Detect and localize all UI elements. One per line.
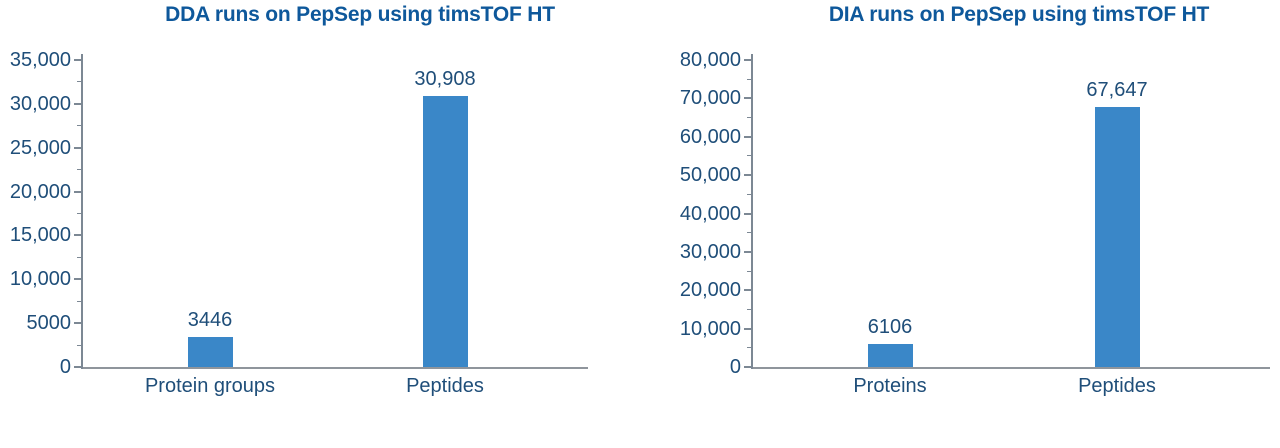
y-axis-major-tick	[744, 327, 751, 330]
y-axis-tick-label: 20,000	[679, 279, 741, 302]
bar-peptides	[422, 95, 468, 367]
x-axis-category-label-peptides: Peptides	[406, 375, 484, 397]
y-axis-minor-tick	[77, 125, 81, 127]
x-axis-category-label-proteins: Proteins	[853, 375, 927, 397]
y-axis-tick-label: 15,000	[9, 224, 71, 247]
y-axis-tick-label: 30,000	[679, 240, 741, 263]
y-axis-tick-label: 5000	[26, 312, 72, 335]
y-axis-minor-tick	[77, 81, 81, 83]
y-axis-tick-label: 10,000	[9, 268, 71, 291]
y-axis-tick-label: 60,000	[679, 125, 741, 148]
y-axis-minor-tick	[747, 117, 751, 119]
y-axis-tick-label: 70,000	[679, 87, 741, 110]
y-axis-minor-tick	[77, 169, 81, 171]
bar-value-label-peptides: 30,908	[414, 67, 476, 90]
y-axis-tick-label: 25,000	[9, 136, 71, 159]
chart-dda: DDA runs on PepSep using timsTOF HT 35,0…	[9, 3, 588, 397]
plot-area-dda: 35,000 30,000 25,000 20,000 15,000 10,000 5000…	[9, 49, 588, 397]
bar-proteins	[867, 343, 913, 367]
y-axis-minor-tick	[747, 155, 751, 157]
y-axis-major-tick	[74, 278, 81, 281]
bar-value-label-proteins: 6106	[867, 315, 913, 338]
y-axis-minor-tick	[747, 232, 751, 234]
y-axis-major-tick	[744, 174, 751, 177]
y-axis-minor-tick	[747, 347, 751, 349]
y-axis-minor-tick	[747, 308, 751, 310]
y-axis-tick-label: 0	[59, 356, 71, 378]
y-axis-major-tick	[74, 234, 81, 237]
y-axis-minor-tick	[747, 270, 751, 272]
bar-value-label-peptides: 67,647	[1086, 79, 1148, 102]
y-axis-tick-label: 80,000	[679, 49, 741, 71]
y-axis-major-tick	[744, 366, 751, 368]
chart-dia: DIA runs on PepSep using timsTOF HT 80,0…	[640, 0, 1280, 448]
y-axis-major-tick	[744, 289, 751, 292]
y-axis-major-tick	[74, 102, 81, 105]
x-axis-line	[83, 367, 588, 369]
y-axis-minor-tick	[747, 193, 751, 195]
y-axis-major-tick	[744, 250, 751, 253]
y-axis-tick-label: 0	[729, 356, 741, 378]
x-axis-category-label-peptides: Peptides	[1078, 375, 1156, 397]
bar-peptides	[1094, 107, 1140, 367]
x-axis-category-label-protein-groups: Protein groups	[144, 375, 276, 397]
chart-title-dda: DDA runs on PepSep using timsTOF HT	[165, 3, 555, 26]
bar-protein-groups	[187, 336, 233, 367]
y-axis-major-tick	[744, 59, 751, 61]
y-axis-major-tick	[744, 212, 751, 215]
x-axis-line	[753, 367, 1270, 369]
y-axis-major-tick	[744, 135, 751, 138]
chart-title-dia: DIA runs on PepSep using timsTOF HT	[828, 3, 1210, 26]
y-axis-minor-tick	[77, 344, 81, 346]
y-axis-minor-tick	[747, 78, 751, 80]
y-axis-tick-label: 10,000	[679, 317, 741, 340]
y-axis-line	[751, 54, 753, 369]
y-axis-minor-tick	[77, 213, 81, 214]
y-axis-line	[81, 54, 83, 369]
y-axis-tick-label: 30,000	[9, 92, 71, 115]
y-axis-minor-tick	[77, 300, 81, 302]
y-axis-major-tick	[74, 190, 81, 193]
y-axis-tick-label: 35,000	[9, 49, 71, 71]
bar-value-label-protein-groups: 3446	[187, 308, 233, 331]
y-axis-major-tick	[74, 366, 81, 368]
y-axis-minor-tick	[77, 256, 81, 258]
plot-area-dia: 80,000 70,000 60,000 50,000 40,000 30,000 20,0…	[640, 0, 1280, 448]
y-axis-major-tick	[74, 322, 81, 325]
y-axis-tick-label: 40,000	[679, 202, 741, 225]
y-axis-major-tick	[74, 59, 81, 61]
y-axis-major-tick	[74, 146, 81, 149]
y-axis-tick-label: 20,000	[9, 180, 71, 203]
y-axis-tick-label: 50,000	[679, 164, 741, 187]
y-axis-major-tick	[744, 97, 751, 100]
